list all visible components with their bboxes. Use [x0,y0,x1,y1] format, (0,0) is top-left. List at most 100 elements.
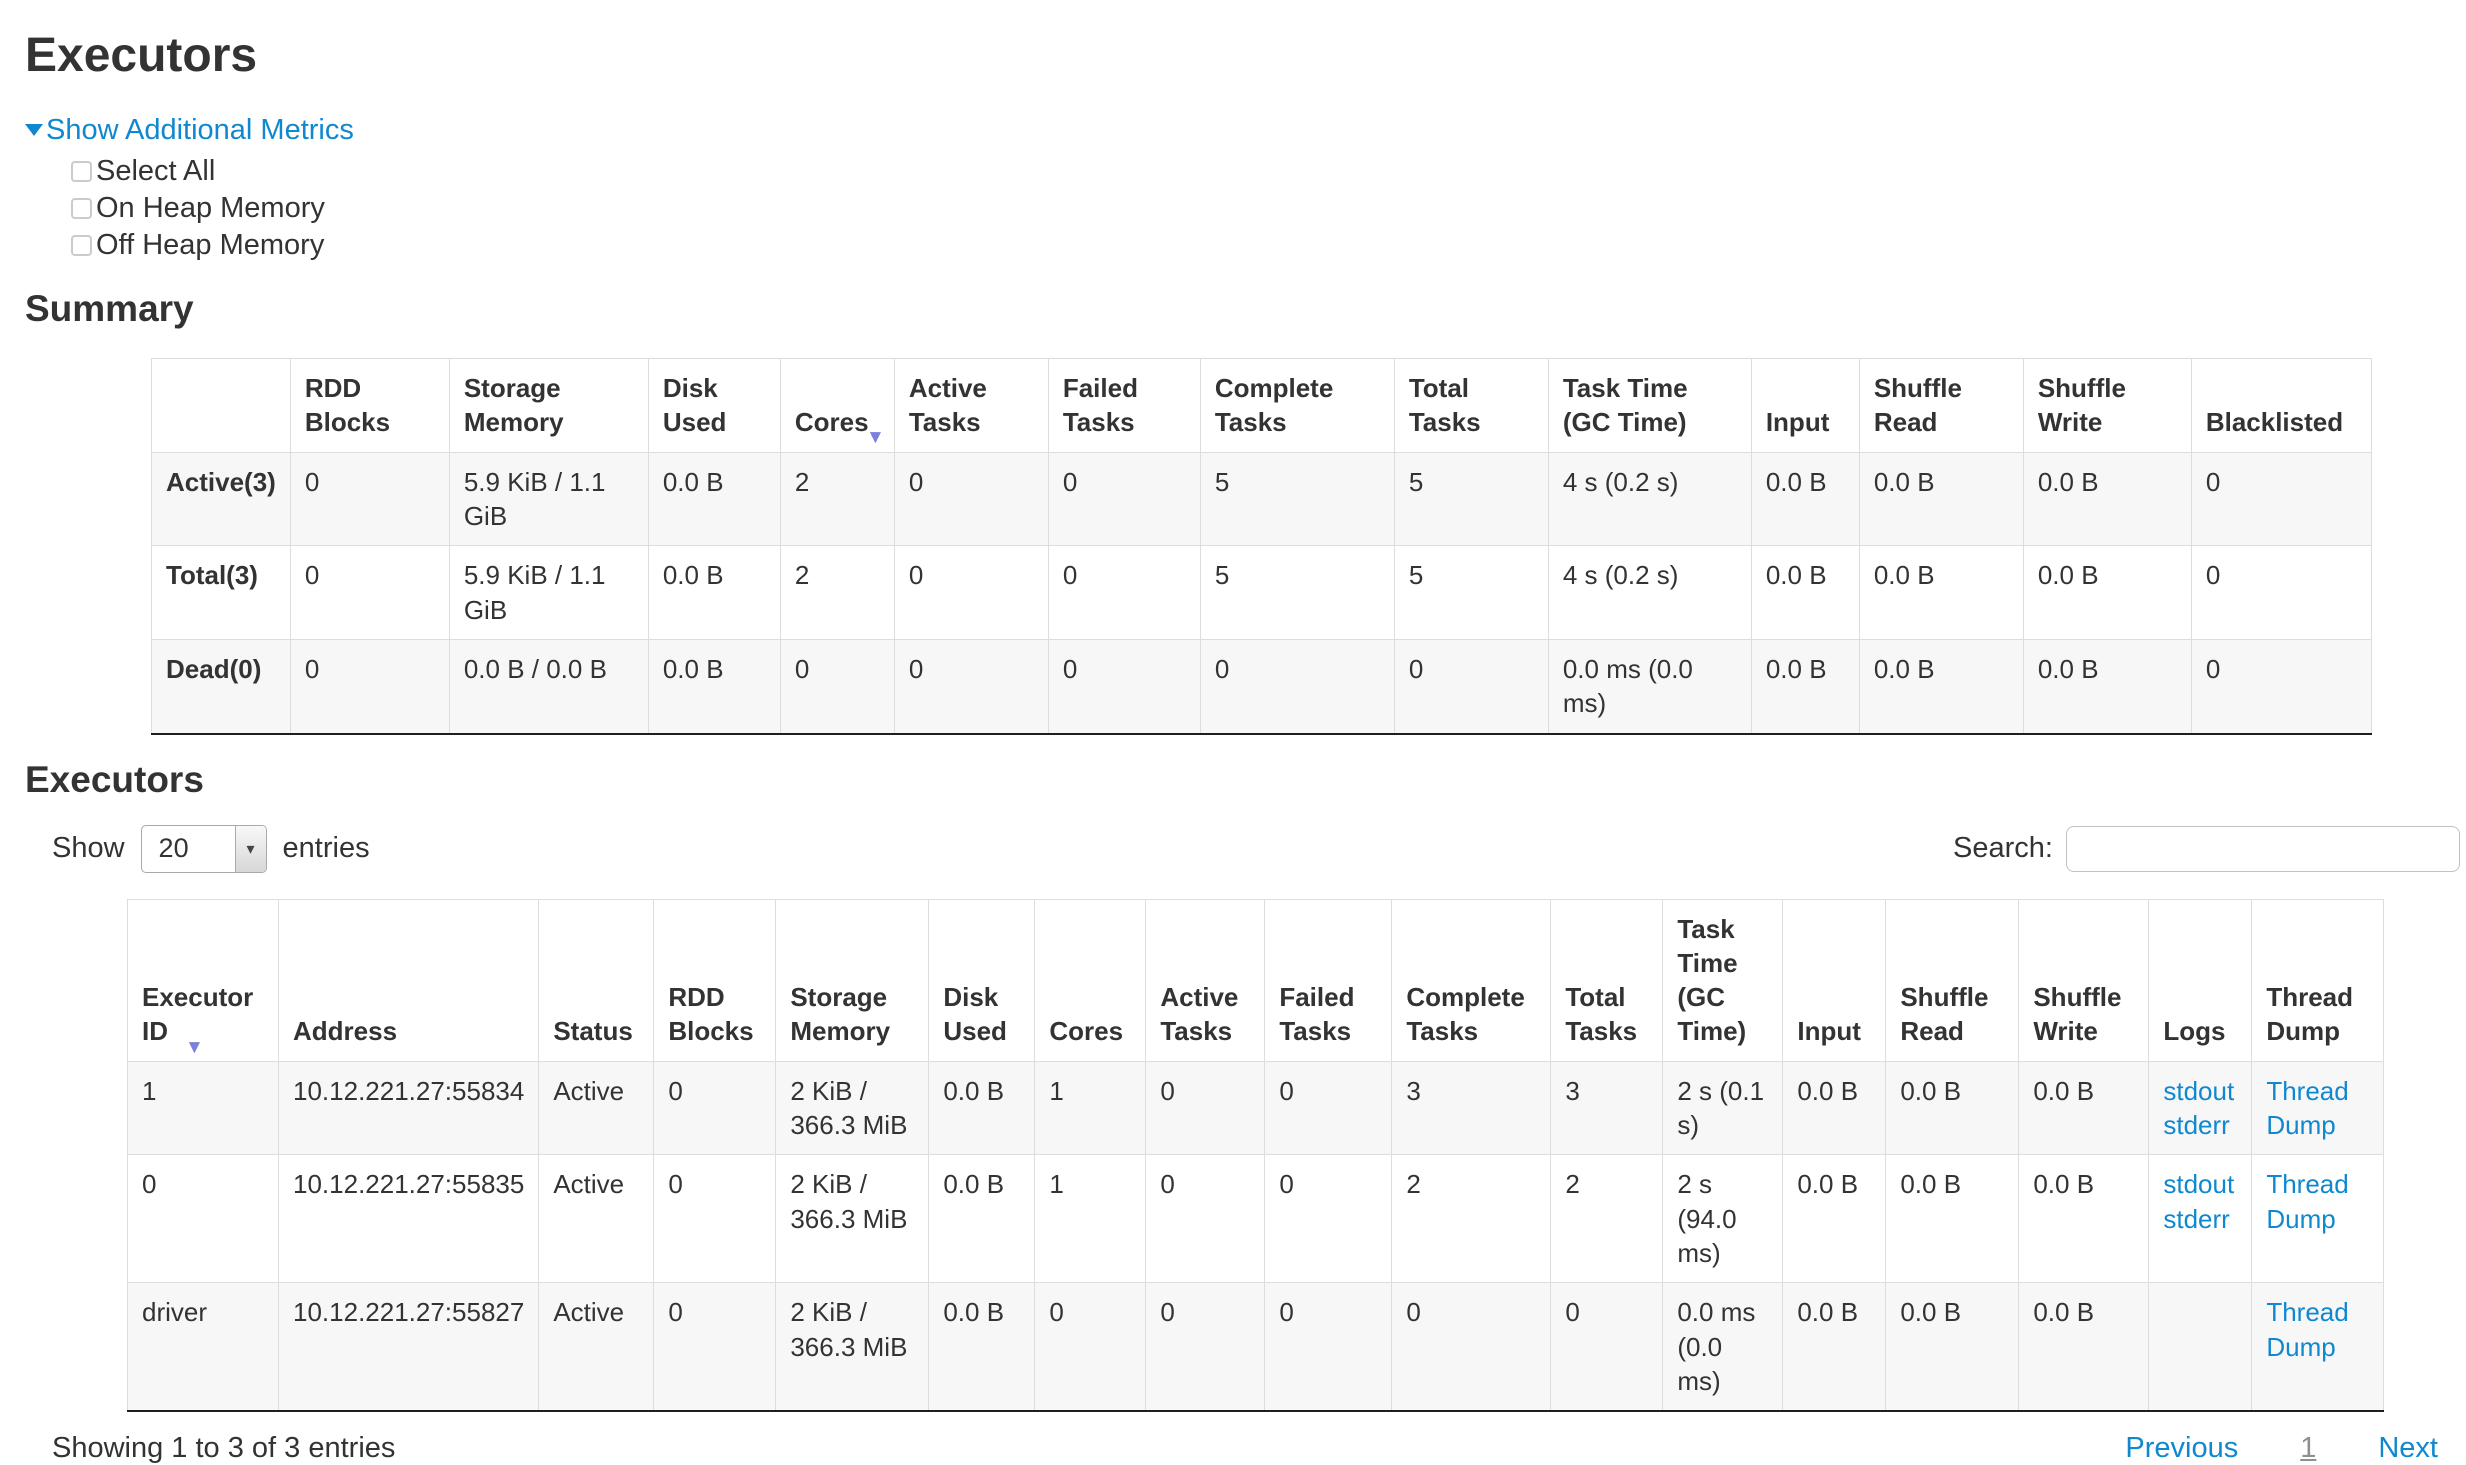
cell: 10.12.221.27:55827 [279,1283,539,1411]
cell: 5.9 KiB / 1.1 GiB [449,452,648,546]
summary-row-total: Total(3) 0 5.9 KiB / 1.1 GiB 0.0 B 2 0 0… [152,546,2372,640]
cell: 0 [894,639,1048,733]
cell: 0.0 B [2023,639,2191,733]
exec-col-shuffle-read[interactable]: Shuffle Read [1886,899,2019,1061]
summary-col-failed-tasks[interactable]: Failed Tasks [1048,359,1200,453]
cell: 2 [780,546,894,640]
search-input[interactable] [2066,826,2460,872]
pagination-page-1[interactable]: 1 [2300,1432,2316,1465]
summary-col-task-time[interactable]: Task Time (GC Time) [1548,359,1751,453]
exec-col-rdd-blocks[interactable]: RDD Blocks [654,899,776,1061]
exec-col-logs[interactable]: Logs [2149,899,2252,1061]
cell: 0 [1035,1283,1146,1411]
cell: 3 [1392,1061,1551,1155]
stderr-link[interactable]: stderr [2163,1202,2237,1236]
metrics-toggle-row: Show Additional Metrics [25,111,2466,149]
summary-col-input[interactable]: Input [1751,359,1859,453]
exec-col-active-tasks[interactable]: Active Tasks [1146,899,1265,1061]
cell: 0 [1048,452,1200,546]
cell: 4 s (0.2 s) [1548,452,1751,546]
summary-col-active-tasks[interactable]: Active Tasks [894,359,1048,453]
summary-col-shuffle-read[interactable]: Shuffle Read [1859,359,2023,453]
cell: 2 [1392,1155,1551,1283]
pagination-previous[interactable]: Previous [2125,1432,2238,1465]
cell: 0.0 B [1751,452,1859,546]
summary-col-blacklisted[interactable]: Blacklisted [2191,359,2371,453]
cell: 0.0 B [1886,1283,2019,1411]
cell: 2 [780,452,894,546]
cell: 0 [780,639,894,733]
cell: 5 [1394,452,1548,546]
cell: 0 [2191,639,2371,733]
exec-col-thread-dump[interactable]: Thread Dump [2252,899,2384,1061]
summary-table: RDD Blocks Storage Memory Disk Used Core… [151,358,2372,735]
thread-dump-cell: Thread Dump [2252,1283,2384,1411]
cell: 0.0 ms (0.0 ms) [1548,639,1751,733]
stdout-link[interactable]: stdout [2163,1167,2237,1201]
summary-heading: Summary [25,288,2466,330]
exec-col-storage-memory[interactable]: Storage Memory [776,899,929,1061]
cell: 1 [1035,1061,1146,1155]
exec-col-total-tasks[interactable]: Total Tasks [1551,899,1663,1061]
cell: 0.0 B [1859,452,2023,546]
summary-col-storage-memory[interactable]: Storage Memory [449,359,648,453]
logs-cell [2149,1283,2252,1411]
cell: 0.0 B [929,1061,1035,1155]
cell: 4 s (0.2 s) [1548,546,1751,640]
exec-col-complete-tasks[interactable]: Complete Tasks [1392,899,1551,1061]
exec-col-executor-id[interactable]: Executor ID▼ [128,899,279,1061]
summary-col-total-tasks[interactable]: Total Tasks [1394,359,1548,453]
exec-col-shuffle-write[interactable]: Shuffle Write [2019,899,2149,1061]
thread-dump-link[interactable]: Thread Dump [2266,1297,2348,1361]
thread-dump-link[interactable]: Thread Dump [2266,1169,2348,1233]
summary-row-active: Active(3) 0 5.9 KiB / 1.1 GiB 0.0 B 2 0 … [152,452,2372,546]
show-additional-metrics-toggle[interactable]: Show Additional Metrics [25,111,354,149]
exec-col-disk-used[interactable]: Disk Used [929,899,1035,1061]
chevron-down-icon: ▾ [235,826,266,872]
exec-col-cores[interactable]: Cores [1035,899,1146,1061]
summary-col-complete-tasks[interactable]: Complete Tasks [1200,359,1394,453]
cell: 0 [894,452,1048,546]
checkbox-row-off-heap-memory: Off Heap Memory [71,227,2466,264]
summary-table-wrap: RDD Blocks Storage Memory Disk Used Core… [151,358,2466,735]
show-additional-metrics-label: Show Additional Metrics [46,111,354,149]
cell: 10.12.221.27:55834 [279,1061,539,1155]
summary-col-shuffle-write[interactable]: Shuffle Write [2023,359,2191,453]
cell: 0 [654,1155,776,1283]
cell: 0.0 B [2019,1155,2149,1283]
cell: Active [539,1283,654,1411]
on-heap-memory-checkbox[interactable] [71,198,92,219]
pagination-next[interactable]: Next [2378,1432,2438,1465]
cell: 0 [290,546,449,640]
exec-col-status[interactable]: Status [539,899,654,1061]
entries-select[interactable]: 20 ▾ [141,825,267,873]
thread-dump-link[interactable]: Thread Dump [2266,1076,2348,1140]
sort-desc-icon: ▼ [866,428,885,447]
cell: 0 [2191,452,2371,546]
exec-col-task-time[interactable]: Task Time (GC Time) [1663,899,1783,1061]
summary-col-rdd-blocks[interactable]: RDD Blocks [290,359,449,453]
cell: 0 [2191,546,2371,640]
summary-row-label: Active(3) [152,452,291,546]
checkbox-row-select-all: Select All [71,153,2466,190]
summary-header-row: RDD Blocks Storage Memory Disk Used Core… [152,359,2372,453]
exec-col-input[interactable]: Input [1783,899,1886,1061]
search-label: Search: [1953,832,2053,865]
exec-col-address[interactable]: Address [279,899,539,1061]
entries-select-value: 20 [142,826,235,872]
cell: 0 [654,1061,776,1155]
cell: 0 [1265,1283,1392,1411]
summary-col-cores[interactable]: Cores▼ [780,359,894,453]
exec-col-failed-tasks[interactable]: Failed Tasks [1265,899,1392,1061]
summary-col-disk-used[interactable]: Disk Used [648,359,780,453]
table-info: Showing 1 to 3 of 3 entries [52,1432,395,1465]
stdout-link[interactable]: stdout [2163,1074,2237,1108]
executors-table-wrap: Executor ID▼ Address Status RDD Blocks S… [127,899,2460,1413]
summary-col-blank [152,359,291,453]
cell: 1 [1035,1155,1146,1283]
off-heap-memory-checkbox[interactable] [71,235,92,256]
additional-metrics-checkbox-list: Select All On Heap Memory Off Heap Memor… [71,153,2466,264]
cell: 0 [290,639,449,733]
select-all-checkbox[interactable] [71,161,92,182]
stderr-link[interactable]: stderr [2163,1108,2237,1142]
